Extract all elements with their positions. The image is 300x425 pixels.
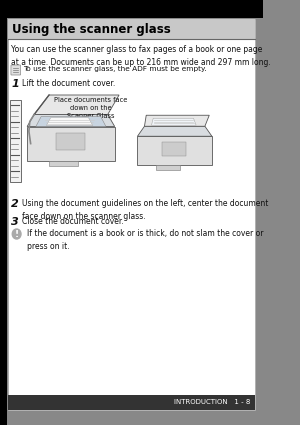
- Text: 1: 1: [11, 79, 19, 89]
- Polygon shape: [36, 116, 106, 127]
- Bar: [156, 165, 180, 170]
- Bar: [162, 142, 187, 156]
- Text: Lift the document cover.: Lift the document cover.: [22, 79, 115, 88]
- Bar: [137, 136, 212, 165]
- FancyBboxPatch shape: [11, 65, 21, 75]
- Bar: [8, 19, 255, 39]
- Bar: [0, 0, 263, 18]
- Text: Place documents face
down on the
Scanner Glass: Place documents face down on the Scanner…: [54, 97, 128, 119]
- Bar: [56, 133, 85, 150]
- Polygon shape: [27, 114, 115, 127]
- Bar: [8, 395, 255, 410]
- Circle shape: [12, 229, 21, 239]
- Text: INTRODUCTION   1 - 8: INTRODUCTION 1 - 8: [174, 400, 250, 405]
- Polygon shape: [46, 117, 93, 125]
- Polygon shape: [34, 95, 119, 114]
- Polygon shape: [137, 126, 212, 136]
- Bar: [0, 0, 7, 425]
- Text: 2: 2: [11, 199, 19, 209]
- Polygon shape: [145, 115, 209, 126]
- Text: 3: 3: [11, 217, 19, 227]
- Bar: [27, 127, 115, 161]
- Text: To use the scanner glass, the ADF must be empty.: To use the scanner glass, the ADF must b…: [23, 66, 206, 72]
- Text: Using the document guidelines on the left, center the document
face down on the : Using the document guidelines on the lef…: [22, 199, 268, 221]
- Text: You can use the scanner glass to fax pages of a book or one page
at a time. Docu: You can use the scanner glass to fax pag…: [11, 45, 271, 66]
- Bar: [10, 100, 21, 182]
- Text: Close the document cover.: Close the document cover.: [22, 217, 124, 226]
- Bar: [49, 161, 78, 166]
- Text: Using the scanner glass: Using the scanner glass: [12, 23, 171, 36]
- Text: If the document is a book or is thick, do not slam the cover or
press on it.: If the document is a book or is thick, d…: [27, 229, 264, 250]
- Polygon shape: [152, 118, 196, 125]
- Text: !: !: [15, 230, 19, 238]
